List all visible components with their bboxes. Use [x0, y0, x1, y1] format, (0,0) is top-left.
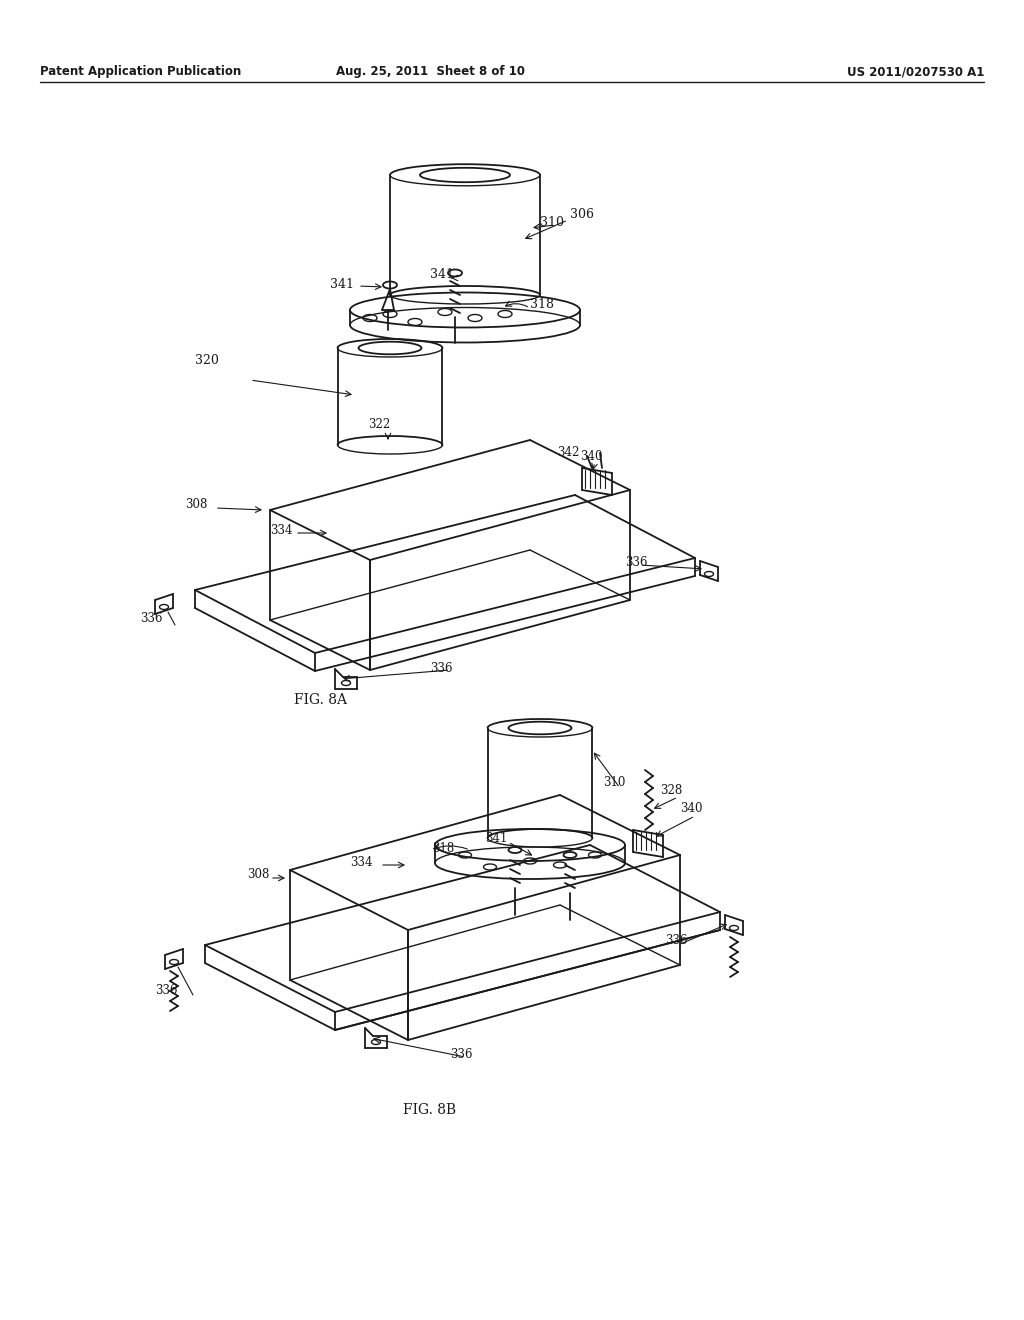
Text: 334: 334 [350, 855, 373, 869]
Text: 336: 336 [450, 1048, 472, 1061]
Text: 336: 336 [140, 611, 163, 624]
Text: US 2011/0207530 A1: US 2011/0207530 A1 [847, 66, 984, 78]
Text: 318: 318 [530, 298, 554, 312]
Text: 342: 342 [557, 446, 580, 458]
Text: 341: 341 [330, 279, 354, 292]
Text: Patent Application Publication: Patent Application Publication [40, 66, 242, 78]
Text: 336: 336 [625, 556, 647, 569]
Text: 340: 340 [580, 450, 602, 463]
Text: 334: 334 [270, 524, 293, 536]
Text: 336: 336 [430, 661, 453, 675]
Text: 341: 341 [430, 268, 454, 281]
Text: 308: 308 [247, 869, 269, 882]
Text: FIG. 8B: FIG. 8B [403, 1104, 457, 1117]
Text: 336: 336 [155, 983, 177, 997]
Text: Aug. 25, 2011  Sheet 8 of 10: Aug. 25, 2011 Sheet 8 of 10 [336, 66, 524, 78]
Text: 322: 322 [368, 418, 390, 432]
Text: 308: 308 [185, 499, 208, 511]
Text: 306: 306 [570, 209, 594, 222]
Text: 341: 341 [485, 832, 507, 845]
Text: 328: 328 [660, 784, 682, 796]
Text: 310: 310 [603, 776, 626, 788]
Text: 320: 320 [195, 354, 219, 367]
Text: 310: 310 [540, 215, 564, 228]
Text: 318: 318 [432, 842, 455, 854]
Text: FIG. 8A: FIG. 8A [294, 693, 346, 708]
Text: 336: 336 [665, 933, 687, 946]
Text: 340: 340 [680, 801, 702, 814]
